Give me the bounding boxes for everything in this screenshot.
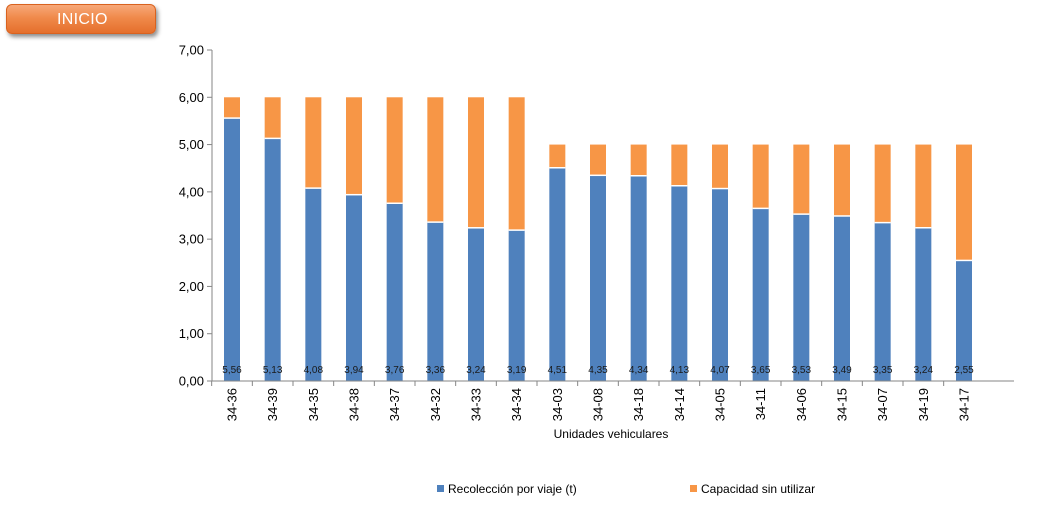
bar-capacidad <box>752 144 769 209</box>
bar-recoleccion <box>264 138 281 381</box>
bar-recoleccion <box>508 230 525 381</box>
x-tick-label: 34-32 <box>428 388 443 421</box>
bars <box>224 97 972 381</box>
data-label: 2,55 <box>954 365 974 376</box>
data-label: 4,08 <box>304 365 324 376</box>
y-tick-label: 0,00 <box>179 374 204 389</box>
bar-recoleccion <box>834 215 850 381</box>
bar-recoleccion <box>630 175 647 381</box>
data-label: 4,07 <box>710 365 730 376</box>
y-tick-label: 3,00 <box>179 232 204 247</box>
data-label: 3,49 <box>832 365 852 376</box>
data-label: 5,56 <box>222 365 242 376</box>
data-label: 3,65 <box>751 365 771 376</box>
bar-recoleccion <box>956 260 972 381</box>
x-tick-label: 34-19 <box>916 388 931 421</box>
y-tick-label: 2,00 <box>179 279 204 294</box>
y-axis: 0,00 1,00 2,00 3,00 4,00 5,00 6,00 7,00 <box>179 43 213 389</box>
x-tick-label: 34-38 <box>347 388 362 421</box>
bar-capacidad <box>305 97 322 189</box>
bar-capacidad <box>834 144 850 216</box>
y-tick-label: 4,00 <box>179 184 204 199</box>
legend: Recolección por viaje (t) Capacidad sin u… <box>437 482 815 496</box>
data-label: 4,34 <box>629 365 649 376</box>
x-tick-label: 34-34 <box>509 388 524 421</box>
bar-capacidad <box>793 144 810 215</box>
bar-capacidad <box>671 144 688 186</box>
x-tick-label: 34-39 <box>265 388 280 421</box>
bar-capacidad <box>549 144 566 168</box>
bar-recoleccion <box>671 185 688 381</box>
x-tick-label: 34-11 <box>753 388 768 420</box>
bar-capacidad <box>956 144 972 261</box>
y-tick-label: 6,00 <box>179 90 204 105</box>
x-axis-title: Unidades vehiculares <box>554 427 669 441</box>
bar-recoleccion <box>427 222 444 381</box>
x-axis: 34-36 34-39 34-35 34-38 34-37 34-32 34-33 34-34… <box>211 380 1014 421</box>
x-tick-label: 34-35 <box>306 388 321 421</box>
data-label: 4,51 <box>548 365 568 376</box>
x-tick-label: 34-18 <box>631 388 646 421</box>
bar-recoleccion <box>224 118 240 381</box>
bar-recoleccion <box>590 175 606 381</box>
y-tick-label: 1,00 <box>179 326 204 341</box>
x-tick-label: 34-14 <box>672 388 687 421</box>
inicio-button[interactable]: INICIO <box>6 4 156 34</box>
data-label: 3,94 <box>344 365 364 376</box>
bar-recoleccion <box>915 227 932 381</box>
bar-capacidad <box>915 144 932 228</box>
bar-recoleccion <box>346 194 362 381</box>
bar-recoleccion <box>712 188 728 381</box>
bar-recoleccion <box>386 203 403 381</box>
data-label: 3,35 <box>873 365 893 376</box>
data-label: 3,76 <box>385 365 405 376</box>
bar-recoleccion <box>874 222 891 381</box>
bar-recoleccion <box>793 214 810 381</box>
data-label: 3,24 <box>914 365 934 376</box>
bar-capacidad <box>508 97 525 231</box>
bar-capacidad <box>386 97 403 204</box>
data-label: 4,35 <box>588 365 608 376</box>
bar-capacidad <box>630 144 647 176</box>
data-labels: 5,56 5,13 4,08 3,94 3,76 3,36 3,24 3,19 4,51 4,35… <box>222 365 974 376</box>
data-label: 3,36 <box>426 365 446 376</box>
x-tick-label: 34-37 <box>387 388 402 421</box>
bar-recoleccion <box>549 167 566 381</box>
bar-capacidad <box>346 97 362 195</box>
legend-swatch-recoleccion <box>437 485 444 492</box>
legend-label: Recolección por viaje (t) <box>448 482 577 496</box>
bar-capacidad <box>712 144 728 189</box>
y-tick-label: 5,00 <box>179 137 204 152</box>
x-tick-label: 34-17 <box>957 388 972 421</box>
data-label: 4,13 <box>670 365 690 376</box>
legend-label: Capacidad sin utilizar <box>701 482 815 496</box>
x-tick-label: 34-06 <box>794 388 809 421</box>
x-tick-label: 34-33 <box>469 388 484 421</box>
data-label: 5,13 <box>263 365 283 376</box>
bar-capacidad <box>427 97 444 223</box>
legend-swatch-capacidad <box>690 485 697 492</box>
data-label: 3,53 <box>792 365 812 376</box>
bar-capacidad <box>468 97 484 228</box>
x-tick-label: 34-03 <box>550 388 565 421</box>
bar-capacidad <box>590 144 606 176</box>
data-label: 3,24 <box>466 365 486 376</box>
bar-recoleccion <box>752 208 769 381</box>
x-tick-label: 34-08 <box>591 388 606 421</box>
x-tick-label: 34-15 <box>835 388 850 421</box>
x-tick-label: 34-36 <box>225 388 240 421</box>
y-tick-label: 7,00 <box>179 43 204 58</box>
bar-capacidad <box>224 97 240 119</box>
bar-recoleccion <box>468 227 484 381</box>
x-tick-label: 34-05 <box>713 388 728 421</box>
bar-capacidad <box>264 97 281 139</box>
x-tick-label: 34-07 <box>875 388 890 421</box>
data-label: 3,19 <box>507 365 527 376</box>
bar-capacidad <box>874 144 891 223</box>
bar-recoleccion <box>305 188 322 381</box>
